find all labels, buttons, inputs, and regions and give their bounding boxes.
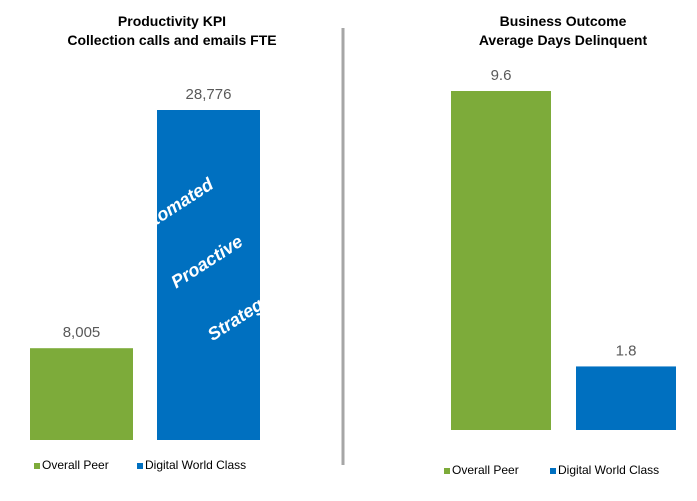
legend-label: Digital World Class bbox=[145, 458, 246, 472]
legend-label: Overall Peer bbox=[452, 463, 519, 477]
chart1-title: Productivity KPI bbox=[118, 13, 226, 29]
bar-digital-world-class bbox=[157, 110, 260, 440]
chart2-title: Business Outcome bbox=[500, 13, 627, 29]
legend-label: Overall Peer bbox=[42, 458, 109, 472]
legend-swatch-digital-world-class bbox=[137, 463, 143, 469]
legend-swatch-digital-world-class bbox=[550, 468, 556, 474]
bar-overall-peer bbox=[30, 348, 133, 440]
data-label: 1.8 bbox=[616, 342, 637, 359]
chart2-subtitle: Average Days Delinquent bbox=[479, 32, 648, 48]
legend-swatch-overall-peer bbox=[34, 463, 40, 469]
legend-swatch-overall-peer bbox=[444, 468, 450, 474]
data-label: 28,776 bbox=[186, 86, 232, 103]
data-label: 8,005 bbox=[63, 324, 101, 341]
legend-label: Digital World Class bbox=[558, 463, 659, 477]
chart1-subtitle: Collection calls and emails FTE bbox=[67, 32, 276, 48]
data-label: 9.6 bbox=[491, 67, 512, 84]
bar-digital-world-class bbox=[576, 366, 676, 430]
bar-overall-peer bbox=[451, 91, 551, 430]
